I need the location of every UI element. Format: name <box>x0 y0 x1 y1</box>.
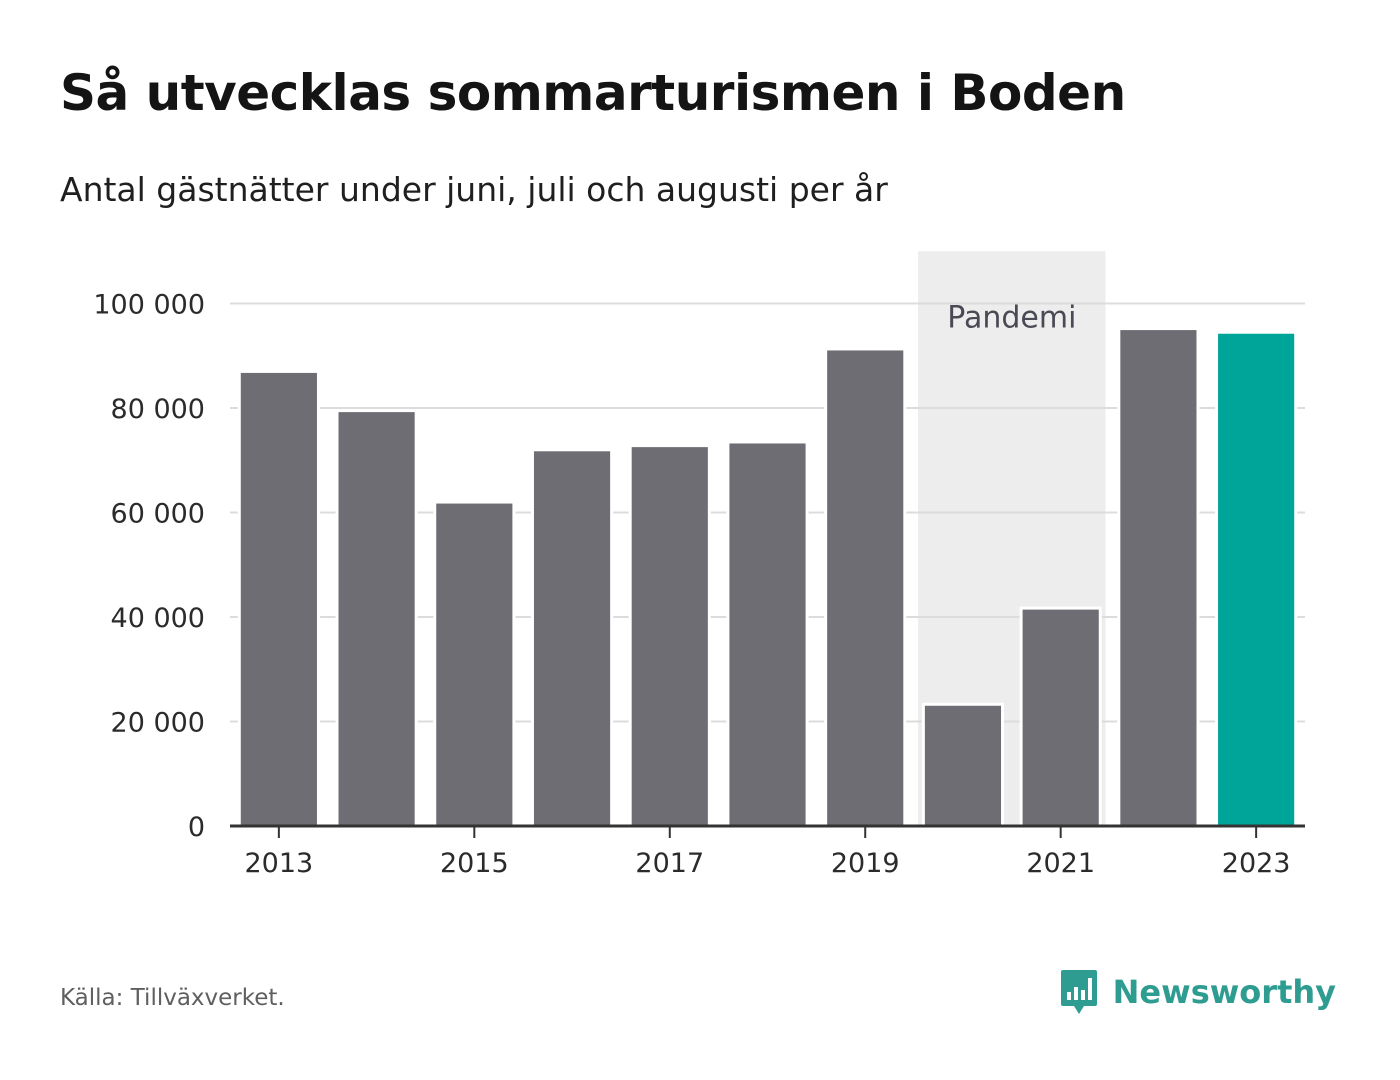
bar-2021 <box>1019 606 1102 828</box>
x-tick-label: 2019 <box>831 848 900 879</box>
bar-chart-speech-bubble-icon <box>1060 970 1097 1014</box>
bar-2014 <box>335 409 418 828</box>
bar-2017 <box>628 444 711 828</box>
bar-2022 <box>1117 327 1200 828</box>
x-tick-label: 2023 <box>1222 848 1291 879</box>
brand-logo: Newsworthy <box>1059 968 1336 1016</box>
x-tick-label: 2015 <box>440 848 509 879</box>
x-tick-label: 2013 <box>245 848 314 879</box>
bar-chart: 0 20 000 40 000 60 000 80 000 100 000 Pandemi 2… <box>93 251 1305 879</box>
bar-2015 <box>433 500 516 828</box>
bar-2019 <box>824 347 907 828</box>
chart-subtitle: Antal gästnätter under juni, juli och au… <box>60 170 888 209</box>
bar-2013 <box>237 369 320 828</box>
y-tick-label: 100 000 <box>93 290 205 321</box>
x-tick-label: 2017 <box>635 848 704 879</box>
source-note: Källa: Tillväxverket. <box>60 985 285 1011</box>
brand-name: Newsworthy <box>1112 973 1336 1011</box>
bar-2016 <box>530 448 614 828</box>
chart-title: Så utvecklas sommarturismen i Boden <box>60 64 1126 122</box>
bar-2018 <box>726 440 809 828</box>
annotation-label: Pandemi <box>947 301 1076 336</box>
bar-2023 <box>1215 330 1298 828</box>
y-tick-label: 60 000 <box>111 499 205 530</box>
y-tick-label: 0 <box>188 812 205 843</box>
y-tick-label: 40 000 <box>111 603 205 634</box>
y-tick-label: 80 000 <box>111 394 205 425</box>
x-tick-label: 2021 <box>1026 848 1095 879</box>
y-tick-label: 20 000 <box>111 708 205 739</box>
bar-2020 <box>921 702 1005 828</box>
